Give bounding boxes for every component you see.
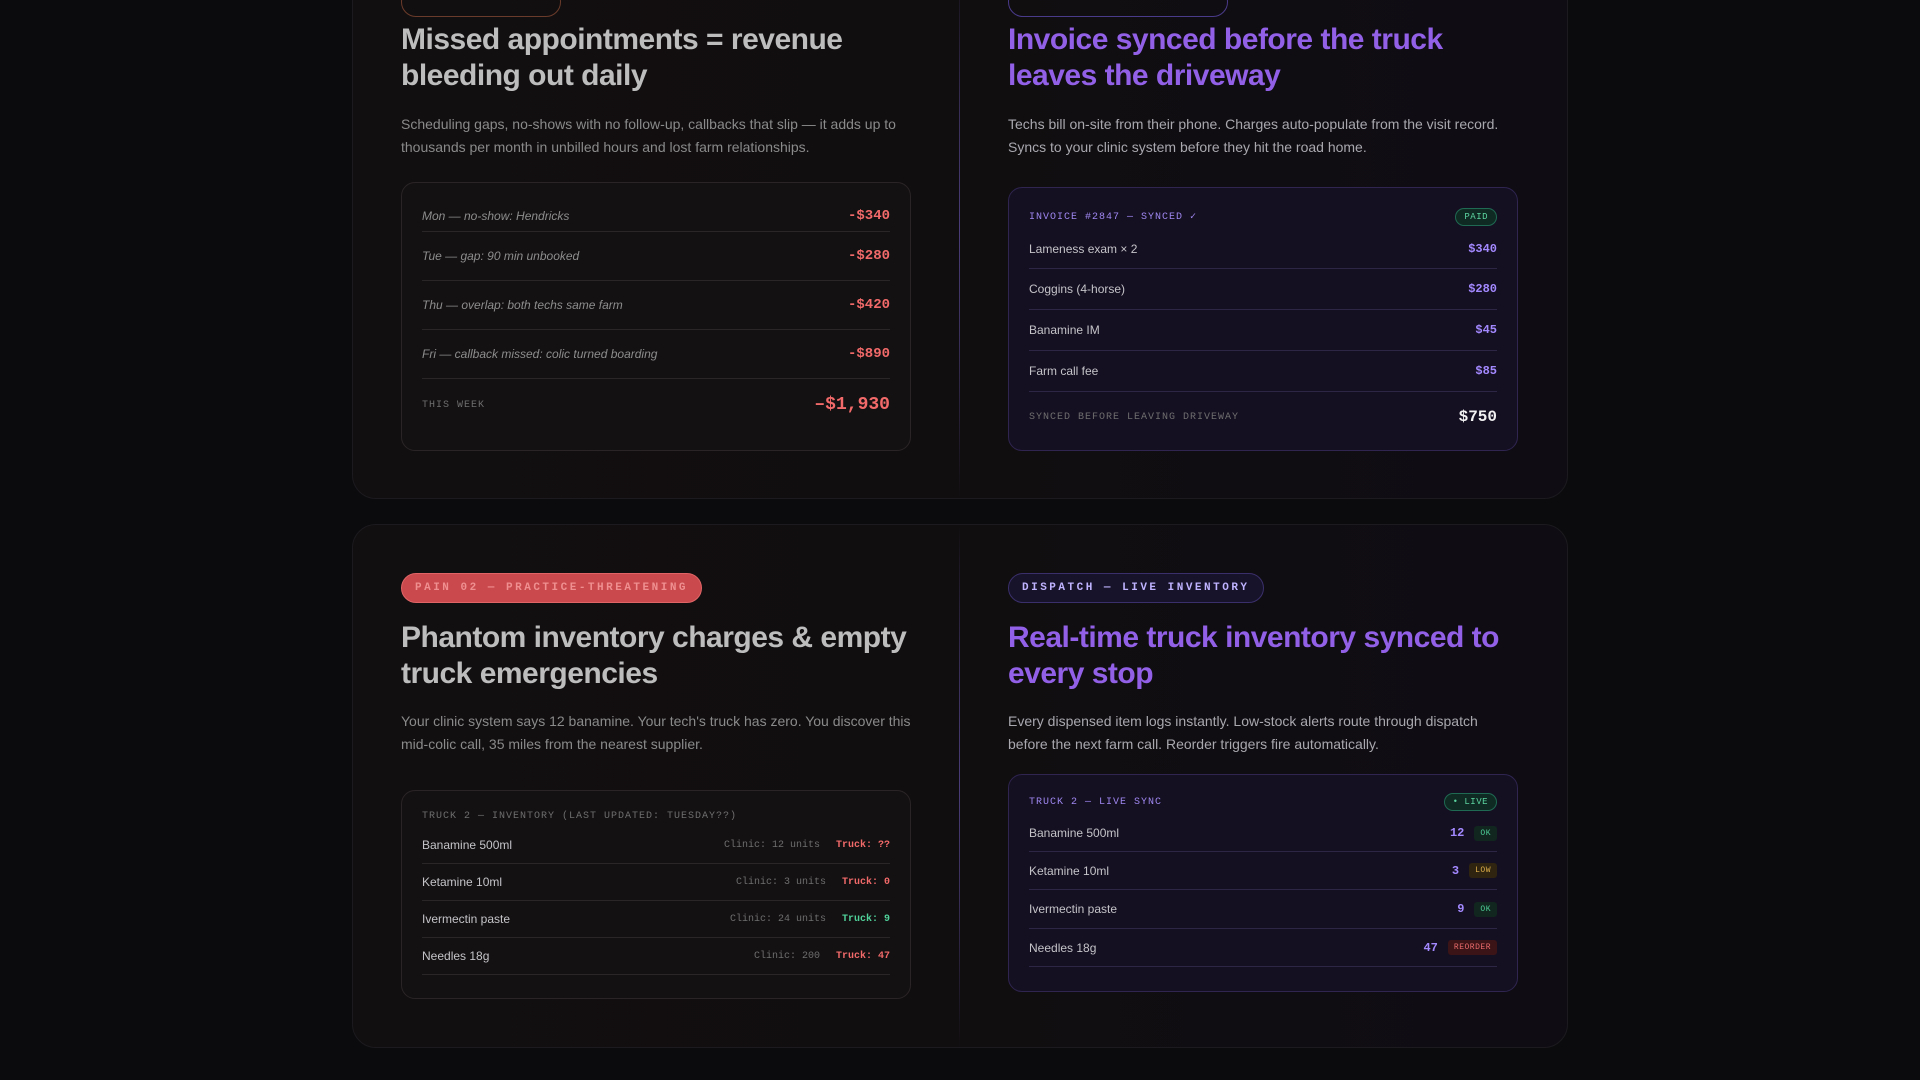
panel-divider [959,0,960,498]
table-row: Needles 18g Clinic: 200 Truck: 47 [422,938,890,975]
item-value: $85 [1475,364,1497,378]
loss-card: Mon — no-show: Hendricks -$340 Tue — gap… [401,182,911,451]
list-item: Lameness exam × 2 $340 [1029,230,1497,269]
truck-count: Truck: 0 [841,876,890,888]
comparison-panel-inventory: PAIN 02 — PRACTICE-THREATENING Phantom i… [352,524,1568,1048]
item-label: Ketamine 10ml [422,875,503,889]
item-value: $280 [1468,282,1497,296]
list-item: Farm call fee $85 [1029,351,1497,392]
item-label: Ivermectin paste [422,912,511,926]
list-item: Fri — callback missed: colic turned boar… [422,330,890,379]
truck-count: Truck: 47 [835,950,890,962]
total-row: THIS WEEK –$1,930 [422,379,890,431]
table-row: Banamine 500ml Clinic: 12 units Truck: ?… [422,827,890,864]
paid-badge: PAID [1455,208,1497,226]
inventory-card: TRUCK 2 — INVENTORY (LAST UPDATED: TUESD… [401,790,911,999]
table-row: Ketamine 10ml Clinic: 3 units Truck: 0 [422,864,890,901]
table-row: Banamine 500ml 12 OK [1029,815,1497,852]
list-item: Thu — overlap: both techs same farm -$42… [422,281,890,330]
loss-label: Tue — gap: 90 min unbooked [422,249,580,263]
item-label: Banamine 500ml [1029,826,1120,840]
total-value: $750 [1458,408,1497,426]
status-badge: REORDER [1447,940,1497,955]
item-label: Needles 18g [422,949,490,963]
clinic-count: Clinic: 3 units [735,876,826,888]
total-label: THIS WEEK [422,399,486,411]
clinic-count: Clinic: 200 [753,950,820,962]
loss-value: -$420 [847,297,890,313]
total-row: SYNCED BEFORE LEAVING DRIVEWAY $750 [1029,392,1497,442]
comparison-panel-appointments: Missed appointments = revenue bleeding o… [352,0,1568,499]
invoice-card: INVOICE #2847 — SYNCED ✓ PAID Lameness e… [1008,187,1518,451]
clinic-count: Clinic: 24 units [729,913,826,925]
item-label: Lameness exam × 2 [1029,242,1138,256]
item-label: Banamine IM [1029,323,1100,337]
item-value: $340 [1468,242,1497,256]
list-item: Tue — gap: 90 min unbooked -$280 [422,232,890,281]
pain-pill [401,0,561,17]
list-item: Mon — no-show: Hendricks -$340 [422,201,890,232]
loss-value: -$340 [847,208,890,224]
status-badge: OK [1474,825,1497,841]
pain-column: PAIN 02 — PRACTICE-THREATENING Phantom i… [401,525,911,1047]
status-badge: OK [1474,901,1497,917]
solution-title: Real-time truck inventory synced to ever… [1008,621,1499,690]
truck-count: Truck: ?? [835,839,890,851]
solution-column: Invoice synced before the truck leaves t… [1008,0,1518,498]
solution-title: Invoice synced before the truck leaves t… [1008,23,1443,92]
panel-divider [959,525,960,1047]
live-badge: • LIVE [1443,793,1497,811]
table-row: Ivermectin paste Clinic: 24 units Truck:… [422,901,890,938]
inventory-header-text: TRUCK 2 — INVENTORY (LAST UPDATED: TUESD… [422,810,738,822]
live-header: TRUCK 2 — LIVE SYNC • LIVE [1029,789,1497,815]
total-label: SYNCED BEFORE LEAVING DRIVEWAY [1029,411,1240,423]
pain-description: Scheduling gaps, no-shows with no follow… [401,116,896,155]
clinic-count: Clinic: 12 units [723,839,820,851]
table-row: Ivermectin paste 9 OK [1029,890,1497,929]
item-label: Farm call fee [1029,364,1099,378]
list-item: Banamine IM $45 [1029,310,1497,351]
pain-description: Your clinic system says 12 banamine. You… [401,713,911,752]
invoice-header-text: INVOICE #2847 — SYNCED ✓ [1029,212,1198,223]
invoice-header: INVOICE #2847 — SYNCED ✓ PAID [1029,204,1497,230]
pain-title: Phantom inventory charges & empty truck … [401,621,907,690]
solution-description: Techs bill on-site from their phone. Cha… [1008,116,1499,155]
dispatch-pill [1008,0,1228,17]
item-quantity: 47 [1423,940,1438,955]
dispatch-pill: DISPATCH — LIVE INVENTORY [1008,573,1264,603]
truck-count: Truck: 9 [841,913,890,925]
solution-description: Every dispensed item logs instantly. Low… [1008,713,1478,752]
loss-label: Fri — callback missed: colic turned boar… [422,347,658,361]
loss-value: -$890 [847,346,890,362]
item-label: Coggins (4-horse) [1029,282,1126,296]
item-quantity: 12 [1449,826,1465,840]
table-row: Ketamine 10ml 3 LOW [1029,852,1497,890]
inventory-header: TRUCK 2 — INVENTORY (LAST UPDATED: TUESD… [422,805,890,827]
total-value: –$1,930 [814,395,890,415]
item-label: Ketamine 10ml [1029,863,1110,878]
live-inventory-card: TRUCK 2 — LIVE SYNC • LIVE Banamine 500m… [1008,774,1518,992]
loss-value: -$280 [847,248,890,264]
loss-label: Thu — overlap: both techs same farm [422,298,623,312]
item-label: Needles 18g [1029,940,1097,955]
list-item: Coggins (4-horse) $280 [1029,269,1497,310]
table-row: Needles 18g 47 REORDER [1029,929,1497,967]
pain-column: Missed appointments = revenue bleeding o… [401,0,911,498]
item-quantity: 3 [1451,863,1460,878]
pain-pill: PAIN 02 — PRACTICE-THREATENING [401,573,703,603]
item-label: Ivermectin paste [1029,902,1118,916]
item-quantity: 9 [1457,902,1465,916]
loss-label: Mon — no-show: Hendricks [422,209,570,223]
item-label: Banamine 500ml [422,838,513,852]
item-value: $45 [1475,323,1497,337]
pain-title: Missed appointments = revenue bleeding o… [401,23,843,92]
status-badge: LOW [1469,863,1497,878]
solution-column: DISPATCH — LIVE INVENTORY Real-time truc… [1008,525,1518,1047]
live-header-text: TRUCK 2 — LIVE SYNC [1029,796,1163,808]
